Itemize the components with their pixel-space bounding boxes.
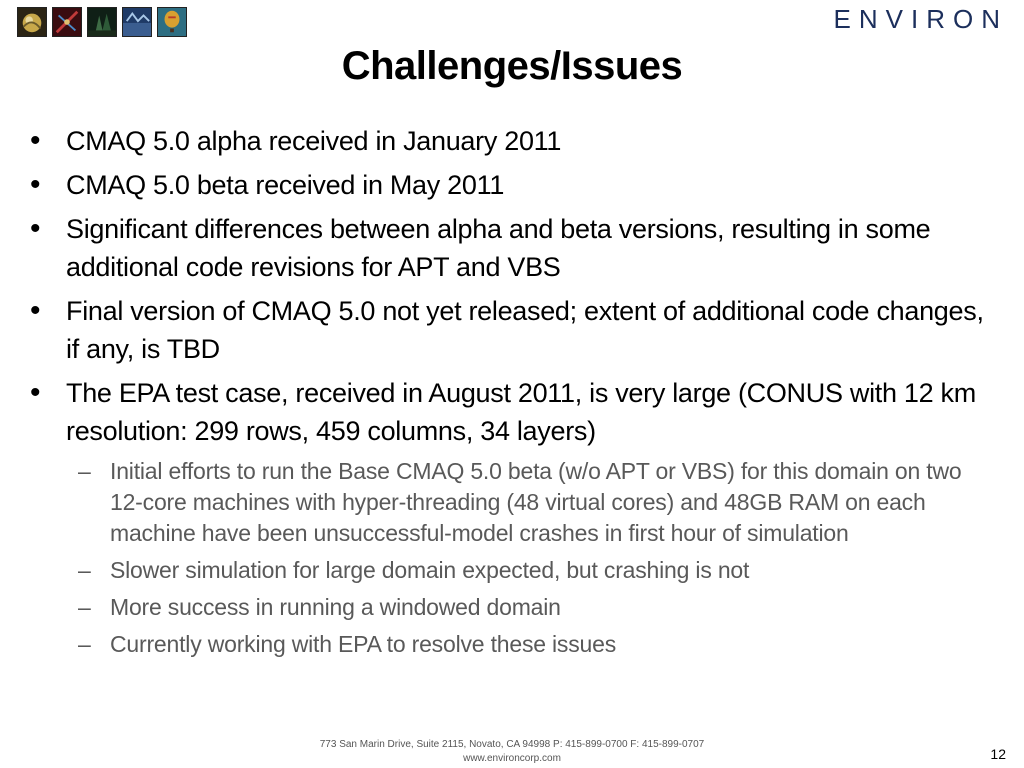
sub-bullet-item: – More success in running a windowed dom… [78,592,988,623]
header-thumbnails [17,7,187,37]
sub-bullet-text: More success in running a windowed domai… [110,594,561,620]
sub-bullet-item: – Initial efforts to run the Base CMAQ 5… [78,456,988,549]
bullet-item: • CMAQ 5.0 alpha received in January 201… [28,122,988,160]
bullet-item: • Significant differences between alpha … [28,210,988,286]
thumbnail-balloon [157,7,187,37]
bullet-icon: • [30,212,41,245]
footer-website[interactable]: www.environcorp.com [463,753,561,764]
bullet-icon: • [30,124,41,157]
sub-bullet-item: – Currently working with EPA to resolve … [78,629,988,660]
bullet-icon: • [30,376,41,409]
bullet-item: • The EPA test case, received in August … [28,374,988,450]
bullet-text: Significant differences between alpha an… [66,214,931,282]
slide-title: Challenges/Issues [341,44,683,88]
bullet-text: CMAQ 5.0 alpha received in January 2011 [66,126,562,156]
thumbnail-water [122,7,152,37]
slide-content: • CMAQ 5.0 alpha received in January 201… [28,122,988,666]
bullet-text: The EPA test case, received in August 20… [66,378,976,446]
dash-icon: – [78,557,91,583]
bullet-text: CMAQ 5.0 beta received in May 2011 [66,170,505,200]
bullet-item: • Final version of CMAQ 5.0 not yet rele… [28,292,988,368]
sub-bullet-list: – Initial efforts to run the Base CMAQ 5… [78,456,988,660]
dash-icon: – [78,458,91,484]
thumbnail-molecule [52,7,82,37]
thumbnail-globe [17,7,47,37]
bullet-text: Final version of CMAQ 5.0 not yet releas… [66,296,984,364]
sub-bullet-text: Initial efforts to run the Base CMAQ 5.0… [110,458,962,546]
bullet-icon: • [30,168,41,201]
thumbnail-forest [87,7,117,37]
sub-bullet-text: Currently working with EPA to resolve th… [110,631,617,657]
dash-icon: – [78,631,91,657]
sub-bullet-text: Slower simulation for large domain expec… [110,557,750,583]
page-number: 12 [990,746,1006,762]
footer: 773 San Marin Drive, Suite 2115, Novato,… [0,738,1024,766]
dash-icon: – [78,594,91,620]
sub-bullet-item: – Slower simulation for large domain exp… [78,555,988,586]
footer-address: 773 San Marin Drive, Suite 2115, Novato,… [319,739,705,750]
bullet-item: • CMAQ 5.0 beta received in May 2011 [28,166,988,204]
environ-logo: ENVIRON [833,4,1008,34]
bullet-icon: • [30,294,41,327]
